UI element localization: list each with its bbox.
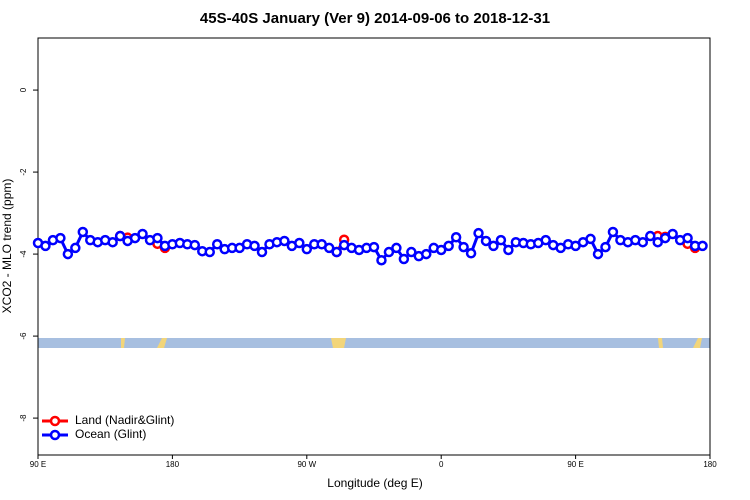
point [592, 248, 604, 260]
legend-label: Ocean (Glint) [75, 427, 146, 441]
point [323, 242, 335, 254]
land-strip [38, 338, 710, 348]
point [383, 246, 395, 258]
x-tick-label: 90 E [30, 460, 46, 469]
x-tick-label: 0 [439, 460, 444, 469]
land-patch [658, 338, 663, 348]
point [137, 228, 148, 240]
point [488, 240, 499, 252]
point [600, 241, 611, 253]
land-patch [121, 338, 125, 348]
point [398, 253, 410, 265]
point [368, 241, 380, 253]
point [406, 246, 417, 258]
land-patch [331, 338, 346, 348]
point [152, 232, 163, 244]
point [70, 242, 81, 254]
point [450, 232, 462, 243]
point [129, 232, 141, 244]
point [421, 248, 432, 260]
legend-marker [49, 415, 61, 427]
point [465, 248, 477, 259]
point [480, 235, 492, 247]
point [540, 234, 551, 246]
point [652, 236, 663, 248]
point [682, 232, 693, 244]
point [645, 230, 656, 242]
y-axis-title: XCO2 - MLO trend (ppm) [0, 179, 14, 314]
point [391, 242, 402, 254]
point [458, 241, 469, 253]
y-tick-label: -4 [19, 250, 28, 258]
x-tick-label: 90 W [297, 460, 316, 469]
point [667, 228, 678, 240]
point [301, 243, 313, 255]
point [189, 239, 201, 251]
point [55, 232, 66, 244]
point [40, 240, 51, 252]
legend-label: Land (Nadir&Glint) [75, 413, 174, 427]
x-tick-label: 180 [703, 460, 717, 469]
y-tick-label: -2 [19, 168, 28, 176]
point [495, 234, 507, 246]
point [473, 227, 484, 239]
x-tick-label: 180 [166, 460, 180, 469]
point [697, 240, 708, 252]
point [114, 230, 126, 242]
point [443, 240, 454, 252]
point [637, 236, 649, 248]
land-patch [693, 338, 702, 348]
legend-marker [49, 429, 61, 441]
point [256, 246, 268, 258]
point [585, 233, 596, 245]
point [107, 236, 118, 248]
y-tick-label: -6 [19, 332, 28, 340]
y-tick-label: 0 [19, 87, 28, 92]
point [279, 235, 290, 247]
point [62, 248, 74, 260]
point [503, 244, 514, 256]
point [331, 246, 342, 258]
point [204, 246, 215, 258]
land-patch [157, 338, 167, 348]
series [32, 226, 708, 266]
point [376, 254, 387, 266]
point [249, 240, 260, 252]
point [77, 226, 89, 238]
y-tick-label: -8 [19, 414, 28, 422]
point [211, 238, 223, 250]
point [294, 237, 305, 249]
ocean-band [38, 338, 710, 348]
x-axis-title: Longitude (deg E) [327, 476, 422, 490]
chart-title: 45S-40S January (Ver 9) 2014-09-06 to 20… [200, 10, 550, 27]
x-tick-label: 90 E [567, 460, 583, 469]
point [435, 244, 447, 256]
point [659, 232, 671, 244]
point [607, 226, 619, 238]
